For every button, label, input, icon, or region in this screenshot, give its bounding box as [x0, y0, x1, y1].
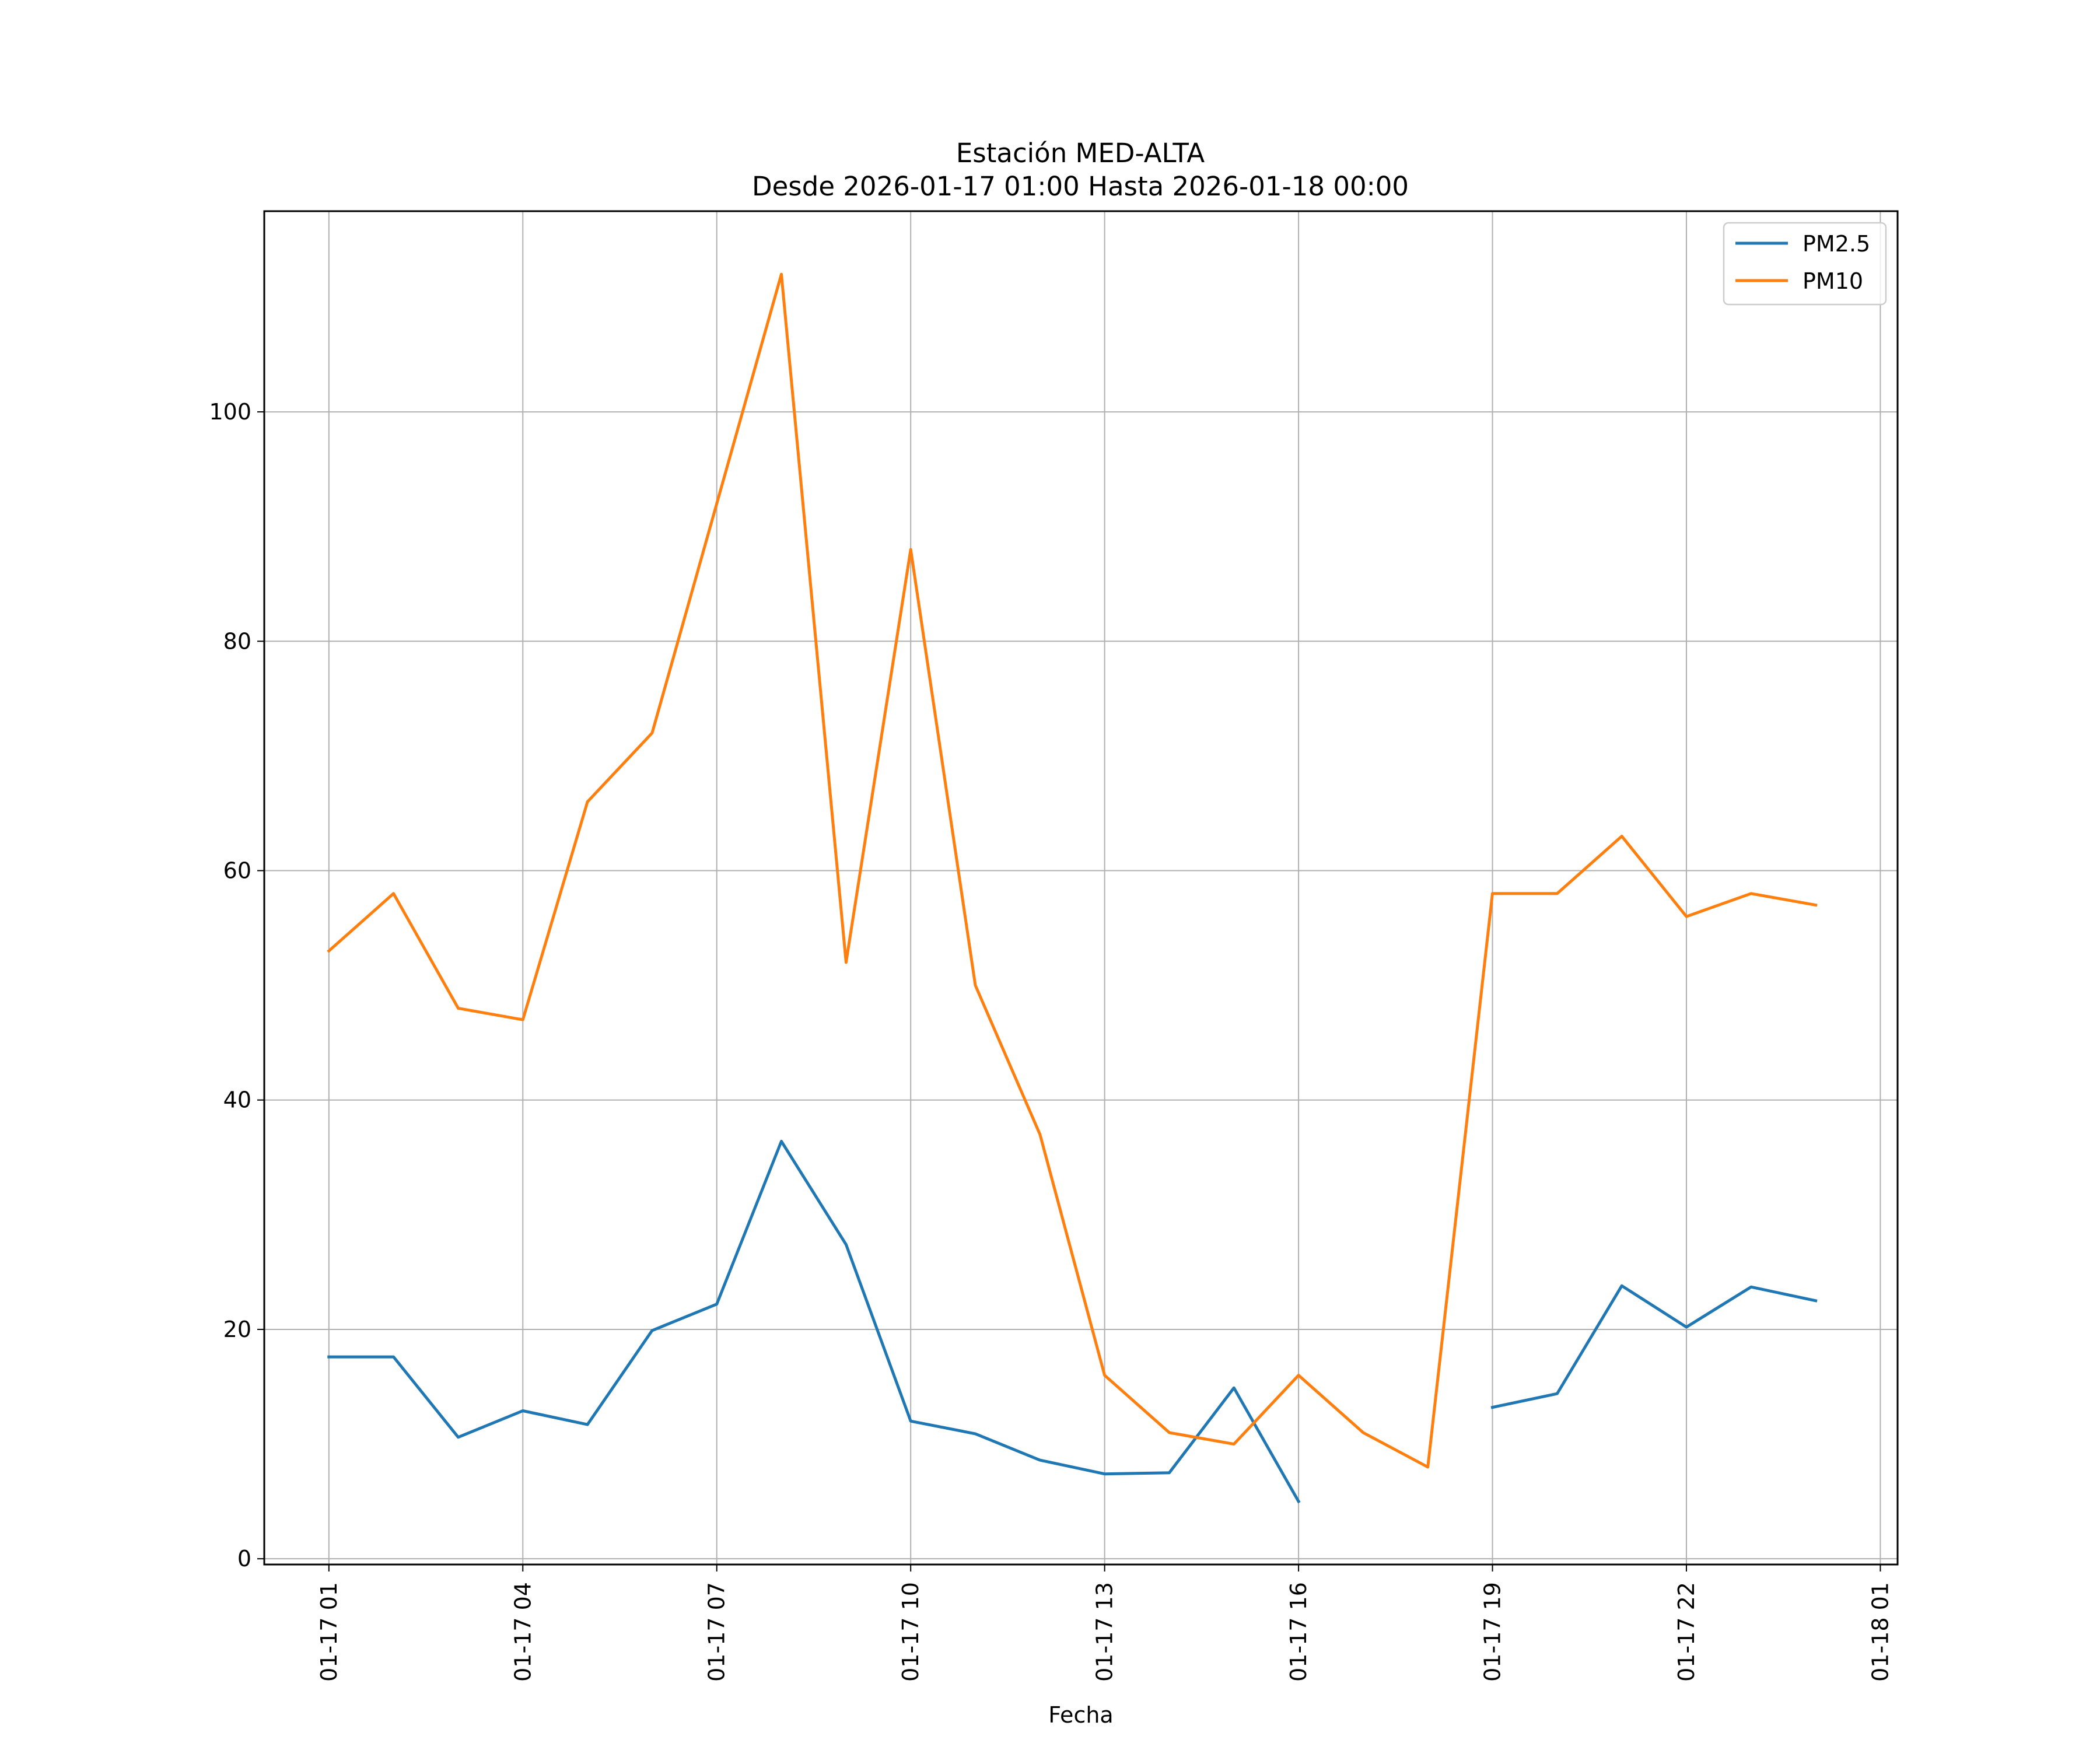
legend-label-pm10: PM10 [1803, 268, 1863, 294]
x-tick-label: 01-17 01 [316, 1582, 342, 1682]
data-point-pm25 [587, 1424, 588, 1425]
series-line-pm10 [327, 272, 1818, 1469]
data-point-pm10 [1557, 893, 1558, 894]
x-tick-label: 01-17 07 [704, 1582, 730, 1682]
data-point-pm10 [1169, 1432, 1170, 1433]
data-point-pm10 [781, 274, 782, 275]
grid [264, 211, 1898, 1564]
y-tick-label: 60 [223, 858, 251, 884]
legend-label-pm25: PM2.5 [1803, 231, 1870, 257]
data-point-pm10 [1492, 893, 1493, 894]
y-tick-label: 40 [223, 1087, 251, 1113]
y-tick-label: 0 [237, 1546, 251, 1572]
data-point-pm10 [1686, 916, 1687, 917]
x-tick-label: 01-17 16 [1286, 1582, 1311, 1682]
data-point-pm10 [393, 893, 394, 894]
data-point-pm25 [1686, 1327, 1687, 1328]
x-tick-label: 01-17 10 [898, 1582, 923, 1682]
y-axis-ticks: 0 20 40 60 80 100 [209, 399, 264, 1572]
x-tick-label: 01-18 01 [1867, 1582, 1893, 1682]
legend: PM2.5 PM10 [1723, 222, 1887, 306]
x-axis-label: Fecha [1048, 1702, 1113, 1728]
data-point-pm25 [1492, 1407, 1493, 1408]
y-tick-label: 100 [209, 399, 251, 425]
x-axis-ticks: 01-17 01 01-17 04 01-17 07 01-17 10 01-17 13… [316, 1564, 1893, 1682]
y-tick-label: 20 [223, 1317, 251, 1342]
data-point-pm10 [1298, 1375, 1299, 1376]
chart-title-line-2: Desde 2026-01-17 01:00 Hasta 2026-01-18 … [752, 171, 1409, 202]
chart-title-line-1: Estación MED-ALTA [956, 138, 1205, 169]
y-tick-label: 80 [223, 628, 251, 654]
x-tick-label: 01-17 19 [1480, 1582, 1506, 1682]
data-point-pm10 [1104, 1375, 1105, 1376]
data-point-pm10 [1427, 1466, 1428, 1467]
data-point-pm25 [781, 1141, 782, 1142]
data-point-pm10 [716, 503, 717, 504]
series-line-pm25 [327, 1140, 1818, 1504]
data-point-pm25 [1169, 1472, 1170, 1473]
x-tick-label: 01-17 04 [510, 1582, 536, 1682]
series-lines [327, 272, 1818, 1504]
data-point-pm10 [458, 1008, 459, 1009]
data-point-pm25 [1815, 1300, 1816, 1301]
data-point-pm25 [1298, 1501, 1299, 1502]
data-point-pm10 [975, 985, 976, 986]
data-point-pm25 [975, 1433, 976, 1434]
plot-frame [263, 210, 1899, 1566]
x-tick-label: 01-17 13 [1092, 1582, 1118, 1682]
chart-title: Estación MED-ALTA Desde 2026-01-17 01:00… [752, 138, 1409, 202]
x-tick-label: 01-17 22 [1674, 1582, 1699, 1682]
